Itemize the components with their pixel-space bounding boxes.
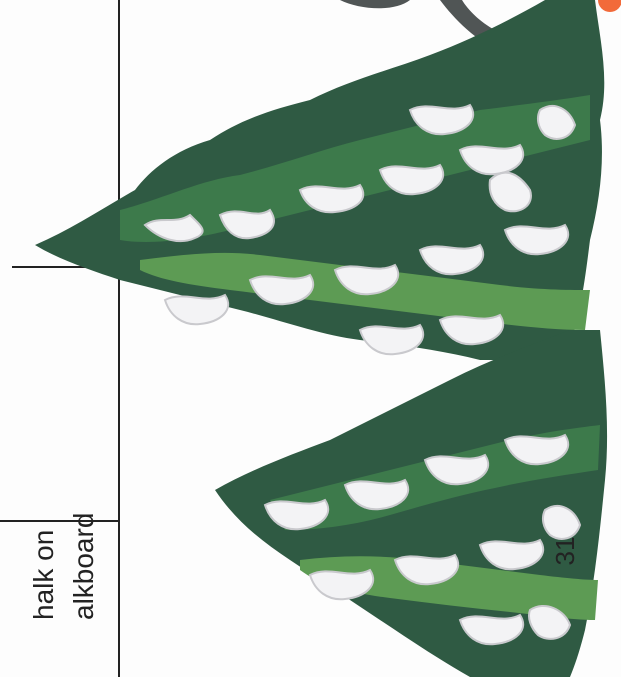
- upper-tree: [35, 0, 605, 360]
- gray-figure-shape: [340, 0, 410, 9]
- grid-line-vertical-top: [118, 0, 120, 268]
- caption-line-2: alkboard: [68, 512, 99, 620]
- grid-line-horizontal-bottom: [0, 520, 120, 522]
- calendar-caption: halk on alkboard: [24, 500, 104, 620]
- ornament-icon: [598, 0, 621, 12]
- upper-tree-snow: [143, 103, 577, 356]
- calendar-day-number: 31: [549, 536, 580, 566]
- lower-tree-snow: [263, 433, 582, 646]
- caption-line-1: halk on: [28, 529, 59, 620]
- grid-line-horizontal-top: [12, 266, 120, 268]
- grid-line-vertical-bottom: [118, 268, 120, 677]
- lower-tree: [215, 330, 608, 677]
